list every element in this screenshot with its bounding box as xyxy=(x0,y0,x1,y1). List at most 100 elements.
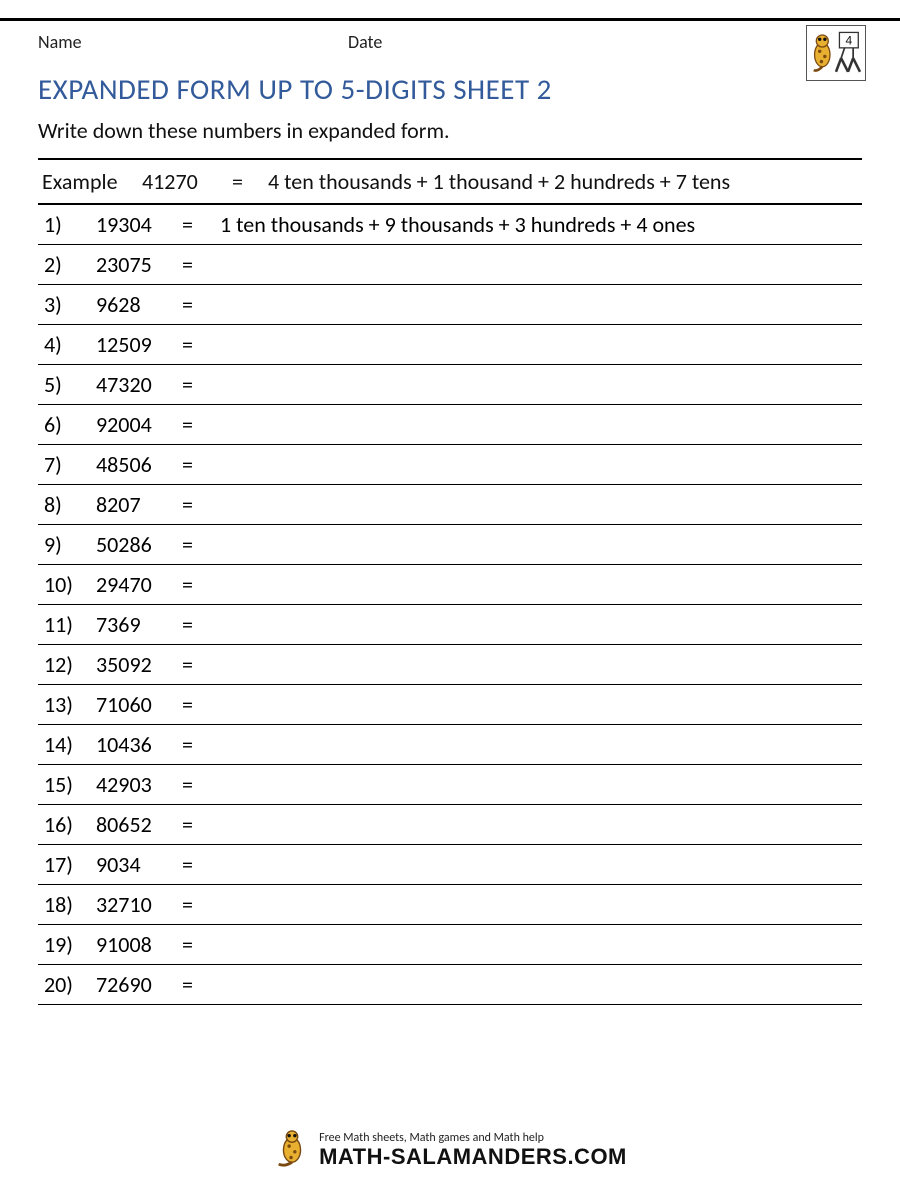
problem-index: 18) xyxy=(44,891,96,918)
equals-sign: = xyxy=(182,571,210,598)
problem-index: 14) xyxy=(44,731,96,758)
footer: Free Math sheets, Math games and Math he… xyxy=(0,1129,900,1172)
equals-sign: = xyxy=(182,691,210,718)
equals-sign: = xyxy=(182,611,210,638)
problem-index: 13) xyxy=(44,691,96,718)
salamander-footer-icon xyxy=(273,1129,311,1167)
problem-row: 14)10436= xyxy=(38,725,862,765)
problem-row: 1)19304=1 ten thousands + 9 thousands + … xyxy=(38,205,862,245)
problem-number: 8207 xyxy=(96,491,182,518)
example-row: Example 41270 = 4 ten thousands + 1 thou… xyxy=(38,160,862,203)
equals-sign: = xyxy=(182,251,210,278)
problem-number: 50286 xyxy=(96,531,182,558)
problem-index: 3) xyxy=(44,291,96,318)
equals-sign: = xyxy=(182,411,210,438)
problems-list: 1)19304=1 ten thousands + 9 thousands + … xyxy=(38,205,862,1005)
problem-row: 9)50286= xyxy=(38,525,862,565)
problem-number: 91008 xyxy=(96,931,182,958)
problem-index: 9) xyxy=(44,531,96,558)
problem-index: 5) xyxy=(44,371,96,398)
equals-sign: = xyxy=(182,371,210,398)
problem-index: 4) xyxy=(44,331,96,358)
problem-number: 12509 xyxy=(96,331,182,358)
problem-number: 32710 xyxy=(96,891,182,918)
equals-sign: = xyxy=(182,771,210,798)
equals-sign: = xyxy=(182,811,210,838)
problem-row: 16)80652= xyxy=(38,805,862,845)
problem-index: 10) xyxy=(44,571,96,598)
problem-row: 7)48506= xyxy=(38,445,862,485)
worksheet-page: Name Date 4 EXPANDED FO xyxy=(0,31,900,1005)
problem-index: 16) xyxy=(44,811,96,838)
problem-row: 3)9628= xyxy=(38,285,862,325)
equals-sign: = xyxy=(182,851,210,878)
problem-row: 6)92004= xyxy=(38,405,862,445)
instructions-text: Write down these numbers in expanded for… xyxy=(38,117,862,144)
problem-number: 9628 xyxy=(96,291,182,318)
equals-sign: = xyxy=(182,211,210,238)
problem-row: 13)71060= xyxy=(38,685,862,725)
problem-number: 42903 xyxy=(96,771,182,798)
problem-number: 29470 xyxy=(96,571,182,598)
problem-number: 80652 xyxy=(96,811,182,838)
problem-number: 72690 xyxy=(96,971,182,998)
problem-index: 1) xyxy=(44,211,96,238)
name-label: Name xyxy=(38,31,348,53)
salamander-logo-icon: 4 xyxy=(810,29,862,77)
problem-index: 7) xyxy=(44,451,96,478)
equals-sign: = xyxy=(182,651,210,678)
example-answer: 4 ten thousands + 1 thousand + 2 hundred… xyxy=(260,168,858,195)
problem-row: 17)9034= xyxy=(38,845,862,885)
corner-logo: 4 xyxy=(806,25,866,81)
problem-number: 71060 xyxy=(96,691,182,718)
problem-row: 10)29470= xyxy=(38,565,862,605)
problem-index: 8) xyxy=(44,491,96,518)
problem-number: 10436 xyxy=(96,731,182,758)
problem-index: 2) xyxy=(44,251,96,278)
date-label: Date xyxy=(348,31,862,53)
equals-sign: = xyxy=(182,331,210,358)
problem-number: 9034 xyxy=(96,851,182,878)
problem-number: 35092 xyxy=(96,651,182,678)
problem-number: 92004 xyxy=(96,411,182,438)
example-label: Example xyxy=(42,168,142,195)
worksheet-title: EXPANDED FORM UP TO 5-DIGITS SHEET 2 xyxy=(38,71,862,107)
problem-number: 47320 xyxy=(96,371,182,398)
equals-sign: = xyxy=(182,531,210,558)
equals-sign: = xyxy=(182,451,210,478)
equals-sign: = xyxy=(182,291,210,318)
svg-text:4: 4 xyxy=(846,33,853,47)
problem-index: 15) xyxy=(44,771,96,798)
problem-row: 15)42903= xyxy=(38,765,862,805)
problem-index: 20) xyxy=(44,971,96,998)
equals-sign: = xyxy=(182,931,210,958)
equals-sign: = xyxy=(182,971,210,998)
equals-sign: = xyxy=(182,491,210,518)
header-row: Name Date 4 xyxy=(38,31,862,53)
problem-index: 11) xyxy=(44,611,96,638)
problem-answer: 1 ten thousands + 9 thousands + 3 hundre… xyxy=(210,211,856,238)
problem-index: 19) xyxy=(44,931,96,958)
top-rule xyxy=(0,18,900,21)
problem-index: 12) xyxy=(44,651,96,678)
problem-row: 4)12509= xyxy=(38,325,862,365)
problem-number: 19304 xyxy=(96,211,182,238)
problem-number: 48506 xyxy=(96,451,182,478)
example-equals: = xyxy=(232,168,260,195)
problem-row: 20)72690= xyxy=(38,965,862,1005)
footer-brand: MATH-SALAMANDERS.COM xyxy=(319,1145,627,1169)
problem-index: 6) xyxy=(44,411,96,438)
problem-row: 19)91008= xyxy=(38,925,862,965)
problem-row: 2)23075= xyxy=(38,245,862,285)
problem-row: 12)35092= xyxy=(38,645,862,685)
problem-index: 17) xyxy=(44,851,96,878)
problem-number: 7369 xyxy=(96,611,182,638)
footer-logo xyxy=(273,1129,311,1172)
equals-sign: = xyxy=(182,731,210,758)
problem-row: 5)47320= xyxy=(38,365,862,405)
problem-number: 23075 xyxy=(96,251,182,278)
example-number: 41270 xyxy=(142,168,232,195)
problem-row: 18)32710= xyxy=(38,885,862,925)
equals-sign: = xyxy=(182,891,210,918)
problem-row: 11)7369= xyxy=(38,605,862,645)
